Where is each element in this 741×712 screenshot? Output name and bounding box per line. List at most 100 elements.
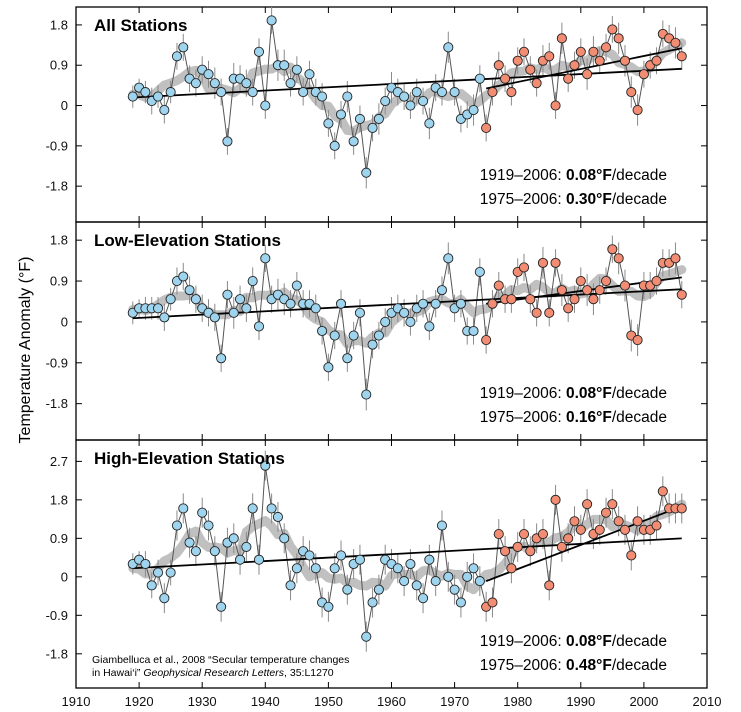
data-point xyxy=(165,567,176,578)
data-point xyxy=(670,37,681,48)
data-point xyxy=(405,100,416,111)
citation-line-2: in Hawai‘i” Geophysical Research Letters… xyxy=(92,667,334,679)
y-tick-label: -0.9 xyxy=(46,138,68,153)
data-point xyxy=(291,280,302,291)
data-point xyxy=(285,78,296,89)
data-point xyxy=(380,96,391,107)
data-point xyxy=(411,87,422,98)
panel-title: All Stations xyxy=(94,16,188,35)
data-point xyxy=(582,285,593,296)
data-point xyxy=(676,289,687,300)
data-point xyxy=(525,64,536,75)
data-point xyxy=(361,631,372,642)
data-point xyxy=(556,33,567,44)
data-point xyxy=(152,567,164,578)
data-point xyxy=(487,597,498,608)
data-point xyxy=(493,529,504,540)
data-point xyxy=(417,298,429,309)
data-point xyxy=(531,307,542,318)
data-point xyxy=(556,285,567,296)
data-point xyxy=(348,136,359,147)
data-point xyxy=(607,244,618,255)
data-point xyxy=(506,563,517,574)
data-point xyxy=(594,285,605,296)
x-tick-label: 2000 xyxy=(629,694,658,709)
trend-value: 0.48°F xyxy=(566,657,612,674)
data-point xyxy=(178,271,189,282)
data-point xyxy=(342,91,353,102)
data-point xyxy=(304,69,315,80)
data-point xyxy=(197,507,208,518)
data-point xyxy=(329,563,340,574)
data-point xyxy=(569,516,580,527)
x-tick-label: 1970 xyxy=(440,694,469,709)
data-point xyxy=(651,275,662,287)
data-point xyxy=(588,294,599,305)
data-point xyxy=(417,593,429,604)
y-axis-label: Temperature Anomaly (°F) xyxy=(17,257,34,444)
trend-annotation: 1919–2006: 0.08°F/decade xyxy=(480,167,667,184)
data-point xyxy=(266,15,277,26)
data-point xyxy=(575,524,586,535)
data-point xyxy=(619,524,631,535)
data-point xyxy=(493,280,504,291)
data-point xyxy=(184,285,195,296)
data-point xyxy=(455,298,466,309)
data-point xyxy=(399,576,410,587)
data-point xyxy=(474,73,485,84)
data-point xyxy=(291,563,302,574)
data-point xyxy=(247,503,258,514)
trend-annotation: 1919–2006: 0.08°F/decade xyxy=(480,385,667,402)
data-point xyxy=(253,46,265,57)
data-point xyxy=(272,511,283,523)
data-point xyxy=(260,100,271,111)
trend-unit: /decade xyxy=(612,657,667,674)
y-tick-label: 0 xyxy=(61,314,68,329)
data-point xyxy=(657,486,668,497)
data-point xyxy=(361,389,372,400)
data-point xyxy=(436,520,448,531)
data-point xyxy=(500,73,511,84)
data-point xyxy=(279,533,290,544)
data-point xyxy=(216,601,227,612)
data-point xyxy=(638,69,649,80)
data-point xyxy=(600,507,612,518)
trend-value: 0.30°F xyxy=(566,191,612,208)
data-point xyxy=(582,499,593,510)
panel-title: High-Elevation Stations xyxy=(94,449,285,468)
x-tick-label: 1910 xyxy=(62,694,91,709)
y-tick-label: 0 xyxy=(61,98,68,113)
trend-period: 1919–2006: xyxy=(480,633,566,650)
data-point xyxy=(588,46,599,57)
trend-annotation: 1975–2006: 0.16°F/decade xyxy=(480,409,667,426)
data-point xyxy=(222,136,233,147)
y-tick-label: 0.9 xyxy=(50,531,68,546)
data-point xyxy=(676,51,687,62)
data-point xyxy=(323,118,334,129)
data-point xyxy=(462,571,473,582)
trend-annotation: 1919–2006: 0.08°F/decade xyxy=(480,633,667,650)
data-point xyxy=(159,593,170,604)
data-point xyxy=(626,550,637,561)
citation-volume: , 35:L1270 xyxy=(284,667,334,679)
data-point xyxy=(140,558,151,570)
trend-unit: /decade xyxy=(612,167,667,184)
data-point xyxy=(537,257,548,268)
trend-line-1975-2006 xyxy=(485,505,683,582)
data-point xyxy=(335,550,347,561)
data-point xyxy=(152,91,164,102)
data-point xyxy=(335,109,347,120)
trend-line-1975-2006 xyxy=(485,47,682,90)
data-point xyxy=(392,563,403,574)
y-tick-label: 0 xyxy=(61,569,68,584)
data-point xyxy=(260,460,271,471)
data-point xyxy=(544,51,555,62)
data-point xyxy=(575,275,586,287)
x-tick-label: 1940 xyxy=(251,694,280,709)
y-tick-label: -0.9 xyxy=(46,355,68,370)
data-point xyxy=(487,87,498,98)
data-point xyxy=(487,298,498,309)
data-point xyxy=(279,60,290,71)
data-point xyxy=(335,298,347,309)
data-point xyxy=(222,289,233,300)
